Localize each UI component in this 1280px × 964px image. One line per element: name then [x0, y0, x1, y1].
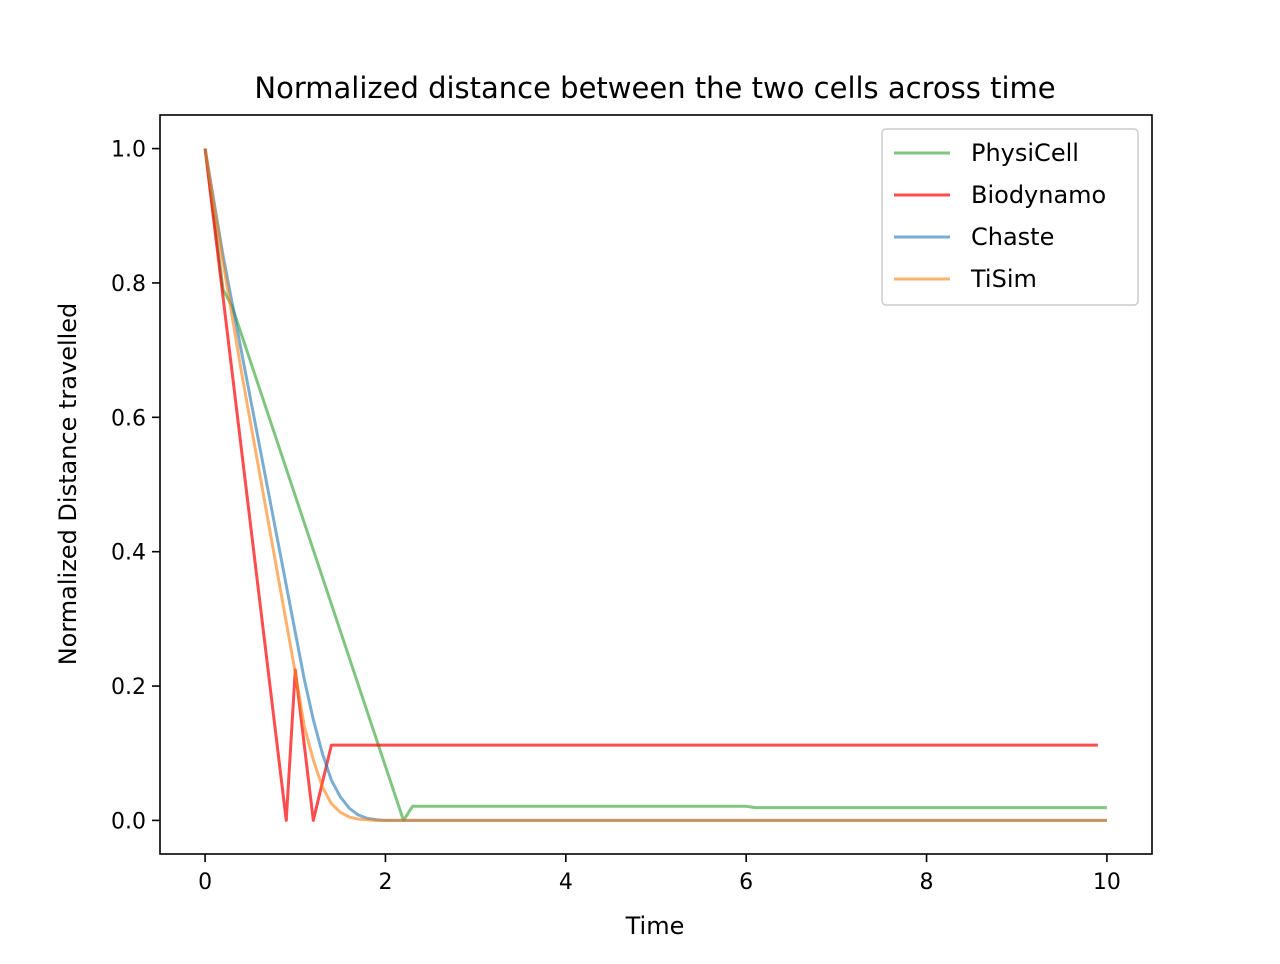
plot-frame [159, 114, 1153, 855]
x-tick-label: 2 [378, 870, 392, 895]
legend-box [881, 128, 1139, 306]
y-tick-label: 1.0 [111, 138, 146, 163]
series-line-physicell [203, 148, 1107, 822]
x-tick-label: 0 [198, 870, 212, 895]
legend-label-physicell: PhysiCell [971, 139, 1079, 167]
y-tick-label: 0.6 [111, 406, 146, 431]
y-tick-label: 0.2 [111, 675, 146, 700]
y-axis-label: Normalized Distance travelled [54, 303, 82, 666]
series-line-biodynamo [203, 148, 1098, 822]
x-tick-label: 8 [920, 870, 934, 895]
x-axis-label: Time [625, 912, 685, 940]
legend-label-tisim: TiSim [970, 265, 1037, 293]
legend-label-chaste: Chaste [971, 223, 1054, 251]
y-tick-label: 0.4 [111, 541, 146, 566]
chart-title: Normalized distance between the two cell… [254, 71, 1055, 105]
x-tick-label: 4 [559, 870, 573, 895]
plot-area [203, 148, 1107, 822]
x-tick-label: 6 [739, 870, 753, 895]
axes: 0 2 4 6 8 10 0.0 0.2 0.4 0.6 0.8 1.0 [111, 114, 1153, 895]
legend: PhysiCell Biodynamo Chaste TiSim [881, 128, 1139, 306]
y-tick-label: 0.8 [111, 272, 146, 297]
series-line-tisim [203, 148, 1107, 822]
y-tick-label: 0.0 [111, 809, 146, 834]
x-tick-label: 10 [1093, 870, 1121, 895]
legend-label-biodynamo: Biodynamo [971, 181, 1106, 209]
